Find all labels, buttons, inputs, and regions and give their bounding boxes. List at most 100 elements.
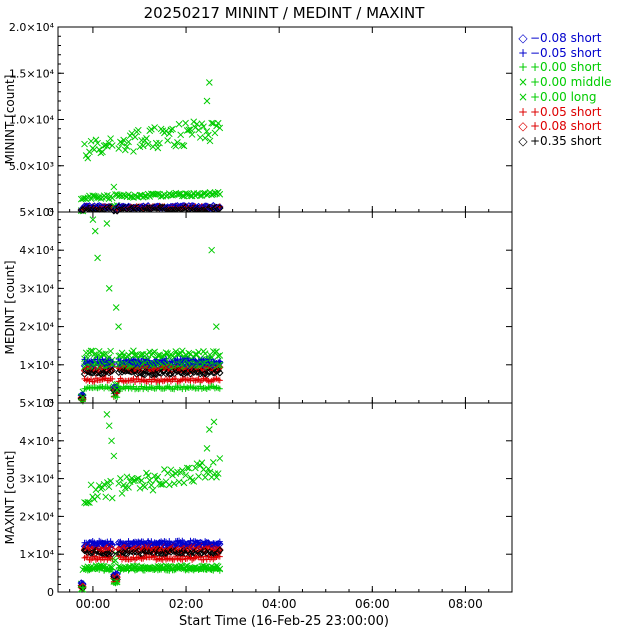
data-point	[115, 145, 123, 152]
data-point	[175, 120, 183, 128]
data-point	[128, 368, 136, 376]
data-point	[114, 394, 121, 401]
y-tick-label: 1×10⁴	[19, 548, 54, 561]
data-point	[181, 368, 190, 377]
data-point	[94, 139, 101, 147]
data-point	[167, 466, 175, 474]
y-tick-label: 2.0×10⁴	[9, 21, 55, 34]
data-point	[178, 192, 186, 200]
data-point	[130, 477, 137, 485]
y-tick-label: 0	[47, 206, 54, 219]
data-point	[216, 361, 224, 369]
data-point	[105, 285, 113, 292]
data-point	[180, 142, 188, 150]
data-point	[183, 464, 191, 472]
y-tick-label: 1.0×10⁴	[9, 114, 55, 127]
legend-label: +0.00 short	[530, 60, 602, 75]
data-point	[216, 377, 223, 384]
y-tick-label: 4×10⁴	[19, 435, 54, 448]
data-point	[118, 139, 126, 147]
legend-item: + +0.00 short	[516, 61, 601, 73]
data-point	[205, 465, 212, 473]
data-point	[179, 556, 186, 563]
data-point	[216, 204, 224, 212]
y-tick-label: 1×10⁴	[19, 359, 54, 372]
data-point	[155, 546, 164, 554]
x-tick-label: 04:00	[262, 597, 297, 611]
data-point	[134, 126, 142, 134]
data-point	[97, 149, 105, 157]
data-point	[169, 471, 176, 479]
data-point	[107, 477, 114, 485]
panel-frame	[57, 26, 513, 213]
data-point	[214, 352, 222, 360]
legend-marker-icon: ◇	[518, 31, 528, 45]
data-point	[154, 190, 162, 198]
data-point	[203, 97, 211, 105]
data-point	[206, 137, 214, 145]
y-tick-label: 2×10⁴	[19, 321, 54, 334]
data-point	[125, 138, 132, 146]
data-point	[209, 368, 217, 377]
x-tick-label: 02:00	[169, 597, 204, 611]
data-point	[182, 119, 189, 127]
data-point	[205, 426, 213, 433]
data-point	[125, 484, 132, 491]
data-point	[178, 347, 186, 355]
data-point	[103, 410, 111, 418]
panel-frame	[57, 211, 513, 404]
data-point	[94, 254, 101, 262]
data-point	[133, 475, 141, 483]
data-point	[200, 123, 207, 131]
data-point	[182, 471, 189, 479]
data-point	[170, 547, 178, 556]
data-point	[216, 455, 224, 462]
y-tick-label: 5.0×10³	[9, 160, 54, 173]
legend-marker-icon: +	[517, 104, 529, 119]
data-point	[183, 190, 191, 198]
data-point	[162, 349, 170, 356]
data-point	[205, 131, 212, 139]
y-axis-label: MEDINT [count]	[3, 260, 17, 354]
data-point	[208, 119, 216, 127]
legend-item: × +0.00 middle	[516, 76, 612, 88]
data-point	[79, 585, 87, 593]
data-point	[130, 148, 137, 155]
data-point	[198, 459, 206, 467]
data-point	[185, 464, 193, 472]
y-tick-label: 3×10⁴	[19, 473, 54, 486]
x-tick-label: 08:00	[448, 597, 483, 611]
data-point	[90, 146, 98, 153]
data-point	[79, 394, 87, 401]
legend-label: +0.05 short	[530, 104, 602, 119]
data-point	[131, 366, 139, 375]
data-point	[138, 476, 145, 484]
data-point	[174, 139, 181, 146]
y-tick-label: 0	[47, 397, 54, 410]
x-axis-label: Start Time (16-Feb-25 23:00:00)	[179, 614, 389, 629]
data-point	[205, 79, 213, 86]
legend-label: +0.35 short	[530, 133, 602, 148]
data-point	[100, 480, 108, 488]
data-point	[123, 143, 131, 150]
legend-marker-icon: ◇	[518, 133, 528, 148]
data-point	[208, 246, 216, 254]
legend-marker-icon: +	[517, 45, 529, 60]
data-point	[108, 362, 116, 371]
panel-2: 0 1×10⁴ 2×10⁴ 3×10⁴ 4×10⁴ 5×10⁴ MEDINT [count]	[3, 206, 513, 410]
data-point	[152, 139, 160, 147]
data-point	[203, 445, 211, 452]
data-point	[95, 146, 103, 154]
data-point	[86, 499, 93, 506]
x-tick-label: 06:00	[355, 597, 390, 611]
data-point	[167, 126, 175, 134]
data-point	[131, 133, 139, 141]
data-point	[212, 323, 220, 330]
data-point	[125, 351, 132, 359]
data-point	[154, 144, 162, 152]
data-point	[178, 467, 186, 474]
data-point	[154, 473, 162, 481]
data-point	[185, 126, 193, 134]
data-point	[117, 475, 124, 482]
data-point	[210, 418, 218, 426]
